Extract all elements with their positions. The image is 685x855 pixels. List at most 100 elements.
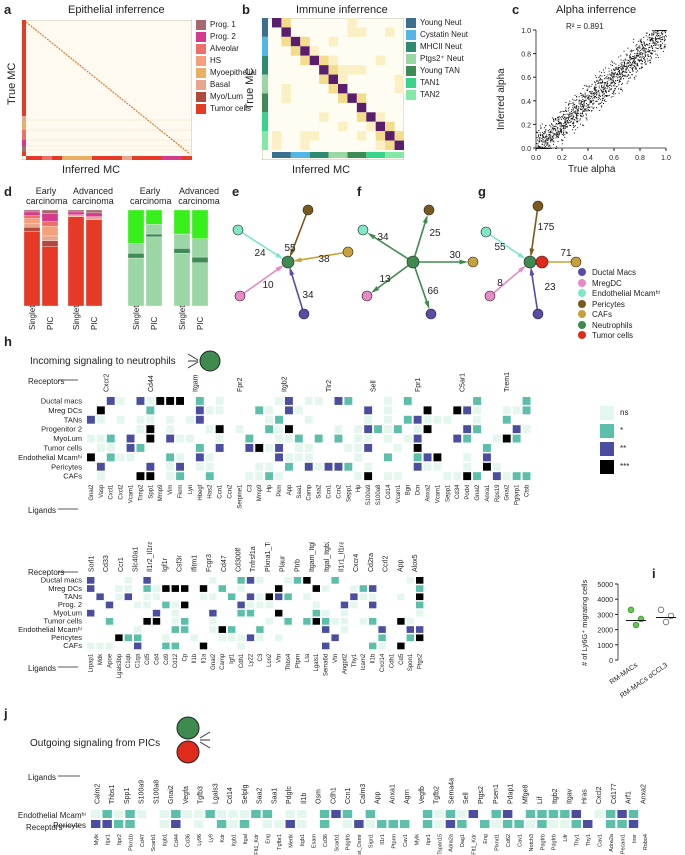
scatter-point <box>646 43 648 45</box>
scatter-point <box>588 104 590 106</box>
heatmap-cell <box>347 18 357 28</box>
scatter-point <box>582 88 584 90</box>
heatmap-cell <box>385 140 395 150</box>
scatter-point <box>611 75 613 77</box>
scatter-point <box>568 103 570 105</box>
scatter-point <box>572 98 574 100</box>
receptor-label: Itpr1 <box>105 834 111 845</box>
scatter-point <box>646 50 648 52</box>
scatter-point <box>622 60 624 62</box>
scatter-point <box>641 54 643 56</box>
receptor-label: Cd2ra <box>368 553 375 572</box>
scatter-point <box>548 136 550 138</box>
scatter-point <box>552 127 554 129</box>
legend-a-item: HS <box>210 56 222 65</box>
scatter-point <box>597 83 599 85</box>
scatter-point <box>659 44 661 46</box>
scatter-point <box>644 48 646 50</box>
receptor-label: Sign1 <box>369 834 375 848</box>
scatter-point <box>603 85 605 87</box>
scatter-point <box>602 87 604 89</box>
significance-cell <box>525 810 536 818</box>
stacked-bar-segment <box>41 235 59 241</box>
scatter-point <box>568 104 570 106</box>
ligand-label: Cd5 <box>145 653 151 665</box>
scatter-point <box>653 33 655 35</box>
scatter-point <box>664 31 666 33</box>
scatter-point <box>626 59 628 61</box>
scatter-point <box>545 141 547 143</box>
legend-g-swatch <box>578 299 586 308</box>
significance-cell <box>245 434 254 443</box>
scatter-point <box>543 137 545 139</box>
network-node <box>361 290 373 302</box>
scatter-point <box>557 135 559 137</box>
scatter-point <box>620 72 622 74</box>
scatter-point <box>626 54 628 56</box>
scatter-point <box>632 66 634 68</box>
scatter-point <box>543 133 545 135</box>
significance-cell <box>237 577 245 584</box>
significance-cell <box>296 810 307 818</box>
ligand-label: Hbegf <box>198 484 204 500</box>
scatter-point <box>603 87 605 89</box>
significance-cell <box>294 434 303 443</box>
ligand-label: Sema4a <box>448 778 455 804</box>
significance-cell <box>228 626 236 633</box>
scatter-point <box>636 54 638 56</box>
scatter-point <box>638 59 640 61</box>
scatter-point <box>647 36 649 38</box>
scatter-point <box>580 115 582 117</box>
stacked-bar-segment <box>173 210 191 235</box>
scatter-point <box>549 124 551 126</box>
scatter-point <box>641 42 643 44</box>
scatter-point <box>580 101 582 103</box>
scatter-point <box>658 38 660 40</box>
scatter-point <box>614 69 616 71</box>
scatter-point <box>583 110 585 112</box>
significance-cell <box>369 601 377 609</box>
scatter-point <box>615 67 617 69</box>
scatter-point <box>566 117 568 119</box>
significance-cell <box>445 810 456 818</box>
scatter-point <box>607 77 609 79</box>
ligand-label: Itgb2 <box>552 788 559 804</box>
scatter-point <box>595 89 597 91</box>
scatter-point <box>616 86 618 88</box>
significance-cell <box>143 585 151 592</box>
significance-cell <box>617 810 627 818</box>
scatter-point <box>542 131 544 133</box>
scatter-point <box>592 104 594 106</box>
scatter-point <box>606 82 608 84</box>
receptor-label: Fpr1 <box>415 378 422 393</box>
significance-cell <box>235 425 244 434</box>
scatter-point <box>648 51 650 53</box>
scatter-point <box>618 84 620 86</box>
significance-cell <box>457 820 467 828</box>
bar-label: Singlet <box>132 305 141 330</box>
significance-cell <box>369 585 377 592</box>
scatter-point <box>612 90 614 92</box>
network-node <box>532 308 544 320</box>
scatter-point <box>636 55 638 57</box>
scatter-point <box>585 110 587 112</box>
significance-cell <box>228 810 238 818</box>
scatter-point <box>594 93 596 95</box>
ligand-label: Ly22 <box>248 653 254 666</box>
scatter-point <box>546 143 548 145</box>
scatter-point <box>621 68 623 70</box>
scatter-point <box>601 94 603 96</box>
scatter-point <box>581 109 583 111</box>
scatter-point <box>657 30 659 31</box>
scatter-point <box>632 55 634 57</box>
legend-h-label: ** <box>620 444 627 453</box>
network-arrowhead <box>517 252 526 260</box>
significance-cell <box>331 577 339 584</box>
stacked-bar-segment <box>24 230 41 307</box>
ligand-label: Cd14 <box>386 484 392 499</box>
scatter-point <box>658 37 660 39</box>
scatter-point <box>606 83 608 85</box>
network-node <box>425 308 437 320</box>
scatter-point <box>608 79 610 81</box>
scatter-point <box>591 83 593 85</box>
